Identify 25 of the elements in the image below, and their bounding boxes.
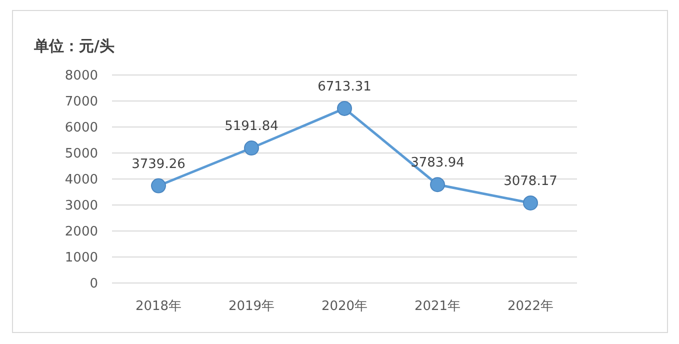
x-tick-label: 2018年 xyxy=(135,299,182,314)
y-tick-label: 8000 xyxy=(64,68,98,84)
y-tick-label: 0 xyxy=(90,276,98,292)
y-tick-label: 5000 xyxy=(64,146,98,162)
y-tick-label: 7000 xyxy=(64,94,98,110)
data-label: 6713.31 xyxy=(318,79,372,94)
data-label: 3783.94 xyxy=(410,156,464,171)
y-tick-label: 6000 xyxy=(64,120,98,136)
chart-title: 单位：元/头 xyxy=(33,37,114,55)
point xyxy=(430,177,445,192)
data-label: 5191.84 xyxy=(224,119,278,134)
point xyxy=(337,100,352,116)
point xyxy=(244,140,259,156)
x-tick-label: 2020年 xyxy=(321,299,368,314)
y-tick-label: 1000 xyxy=(64,250,98,266)
y-tick-label: 2000 xyxy=(64,224,98,240)
x-tick-label: 2021年 xyxy=(414,299,461,314)
data-label: 3078.17 xyxy=(504,174,558,189)
point xyxy=(151,178,166,194)
y-tick-label: 3000 xyxy=(64,198,98,214)
y-tick-label: 4000 xyxy=(64,172,98,188)
data-label: 3739.26 xyxy=(132,156,186,172)
x-tick-label: 2022年 xyxy=(507,299,554,314)
point xyxy=(523,195,538,210)
x-tick-label: 2019年 xyxy=(228,299,275,314)
